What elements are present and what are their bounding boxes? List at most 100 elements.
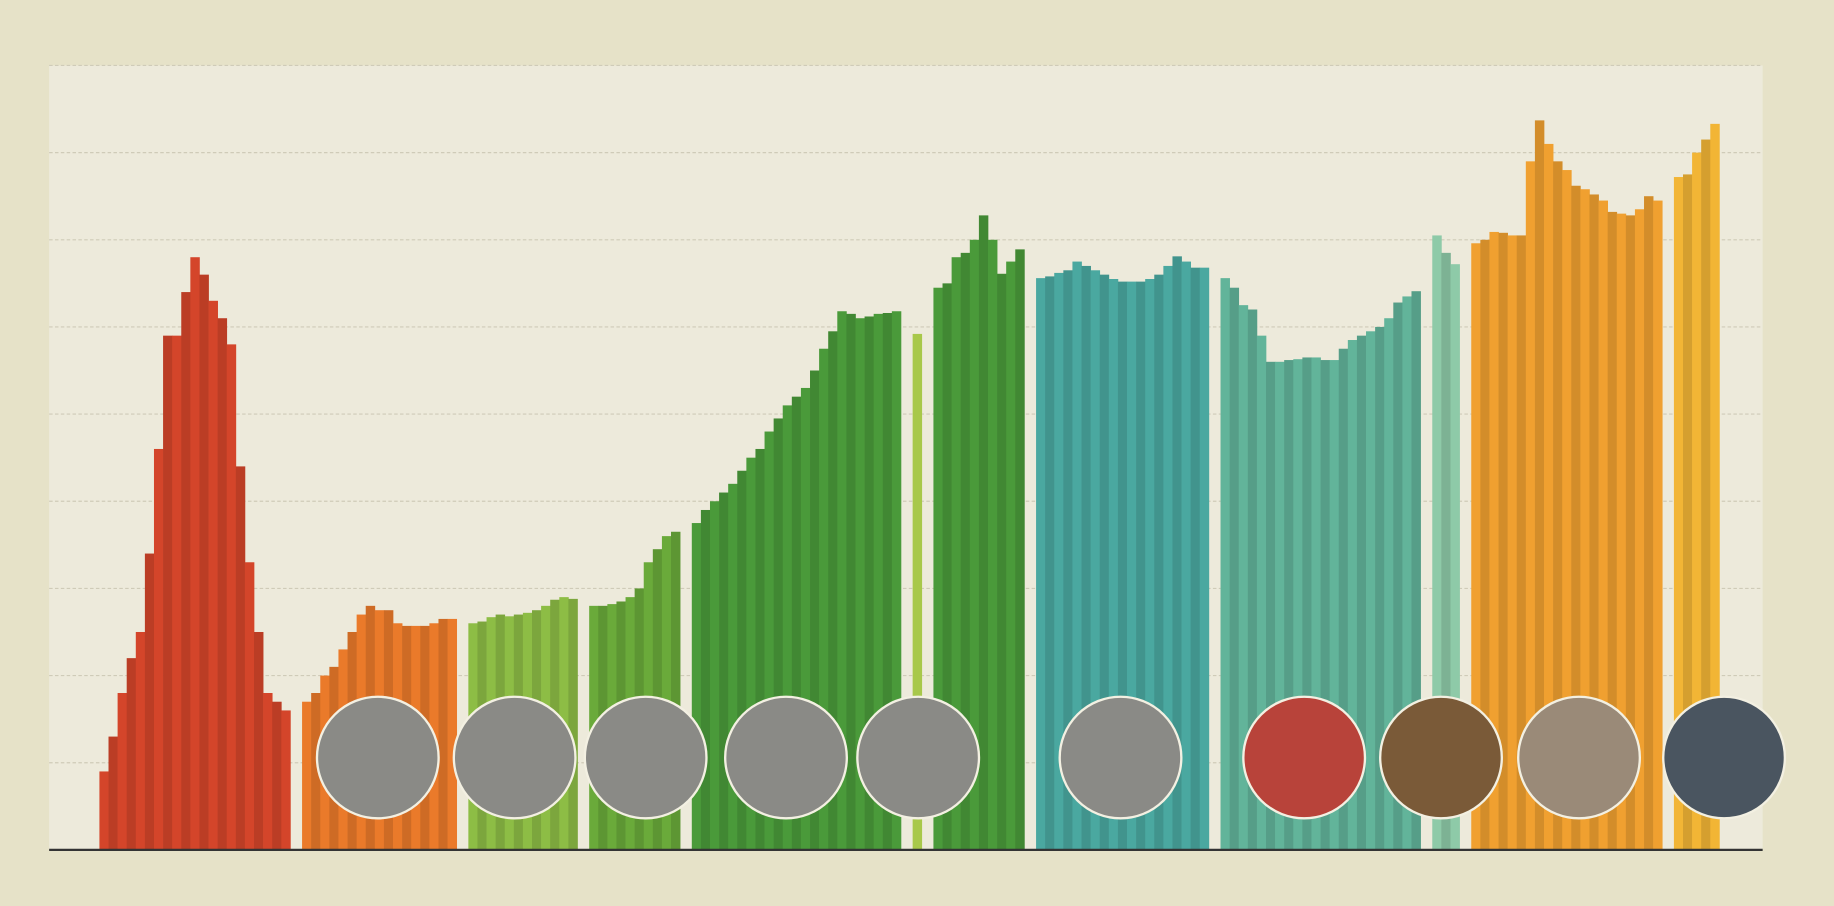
bar	[873, 313, 884, 850]
bar	[819, 348, 829, 850]
portrait	[1662, 695, 1787, 820]
bar	[1229, 287, 1240, 850]
bar	[1644, 196, 1654, 850]
bar	[1329, 360, 1340, 850]
bar	[1099, 274, 1110, 850]
bar	[951, 257, 962, 850]
bar	[1534, 120, 1545, 850]
bar	[837, 311, 847, 850]
bar	[1580, 189, 1590, 850]
bar	[144, 553, 155, 850]
bar	[987, 239, 998, 850]
bar	[172, 335, 182, 850]
bar	[882, 312, 893, 850]
bar	[1126, 281, 1137, 850]
portrait	[1058, 695, 1183, 820]
bar	[746, 457, 756, 850]
portrait	[452, 695, 577, 820]
bar	[1072, 261, 1082, 850]
bar	[190, 257, 200, 850]
bar	[846, 313, 856, 850]
bar	[1498, 232, 1508, 850]
bar	[671, 531, 681, 850]
bar	[1117, 281, 1128, 850]
bar	[1145, 279, 1155, 850]
bar	[691, 523, 702, 850]
bar	[1163, 265, 1173, 850]
bar	[709, 501, 720, 850]
bar	[1450, 264, 1460, 850]
portrait	[1242, 695, 1367, 820]
bar	[1356, 335, 1367, 850]
bar	[737, 470, 747, 850]
bar	[1544, 143, 1554, 850]
bar	[1054, 272, 1064, 850]
bar	[791, 396, 802, 850]
bar	[1199, 267, 1210, 850]
bar	[764, 431, 774, 850]
bar	[1320, 360, 1330, 850]
bar	[235, 466, 246, 850]
bar	[226, 344, 237, 850]
portrait	[856, 695, 981, 820]
bar	[960, 252, 971, 850]
bar	[1525, 161, 1536, 850]
bar	[933, 287, 943, 850]
bar	[263, 693, 273, 850]
bar	[1692, 152, 1702, 850]
bar	[1480, 239, 1490, 850]
bar	[1366, 331, 1376, 850]
bar	[782, 405, 793, 850]
bar	[1036, 278, 1046, 850]
bar	[1471, 243, 1481, 850]
bar	[108, 736, 118, 850]
bar	[1432, 235, 1442, 850]
bar	[1293, 359, 1303, 850]
bar	[719, 492, 729, 850]
bar	[700, 509, 711, 850]
bar	[153, 448, 164, 850]
bar	[773, 418, 784, 850]
bar	[912, 333, 923, 850]
bar	[1154, 274, 1164, 850]
bar	[1015, 249, 1025, 850]
bar	[728, 483, 738, 850]
bar	[1589, 194, 1599, 850]
portrait	[724, 695, 848, 820]
bar	[311, 693, 321, 850]
bar	[997, 273, 1007, 850]
bar	[855, 318, 865, 850]
bar	[99, 771, 109, 850]
bar	[1181, 261, 1191, 850]
bar	[117, 693, 128, 850]
bar	[828, 331, 838, 850]
bar	[1063, 270, 1073, 850]
bar	[1701, 139, 1711, 850]
bar	[1710, 123, 1720, 850]
bar	[281, 710, 291, 850]
bar	[1516, 235, 1527, 850]
bar	[942, 283, 952, 850]
bar	[1616, 213, 1627, 850]
bar	[810, 370, 820, 850]
bar	[1256, 335, 1267, 850]
bar	[1402, 296, 1412, 850]
bar	[1338, 348, 1349, 850]
bar	[1683, 174, 1693, 850]
bar	[1275, 361, 1285, 850]
portrait	[315, 695, 440, 820]
bar	[1653, 200, 1663, 850]
bar	[1081, 265, 1091, 850]
bar	[1311, 357, 1321, 850]
bar	[661, 536, 672, 850]
bar	[244, 562, 255, 850]
bar	[1598, 200, 1609, 850]
bar	[199, 274, 209, 850]
bar	[1489, 231, 1499, 850]
bar	[891, 311, 902, 850]
bar	[1172, 256, 1182, 850]
bar	[217, 318, 228, 850]
bar	[1562, 170, 1572, 850]
bar	[181, 292, 191, 850]
